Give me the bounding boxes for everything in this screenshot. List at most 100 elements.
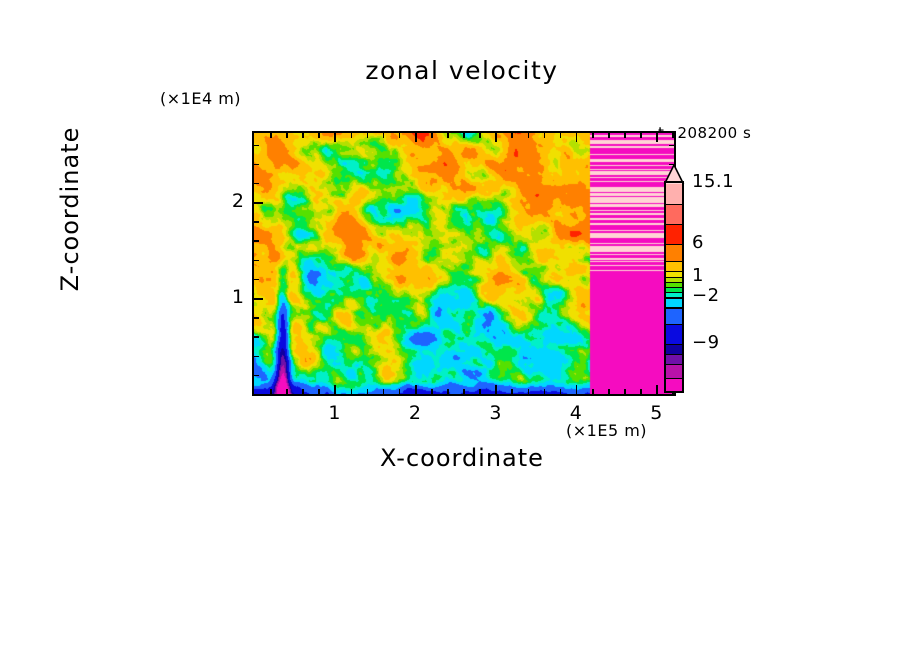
tick-mark [254, 240, 259, 243]
tick-mark [254, 182, 259, 185]
colorbar-divider [666, 223, 682, 225]
y-axis-unit-label: (×1E4 m) [160, 89, 242, 108]
tick-mark [382, 133, 385, 138]
tick-mark [398, 389, 401, 394]
colorbar-segment [666, 307, 682, 325]
colorbar-segment [666, 324, 682, 345]
colorbar-divider [666, 286, 682, 288]
colorbar-segment [666, 354, 682, 365]
colorbar-divider [666, 364, 682, 366]
colorbar-divider [666, 307, 682, 309]
tick-mark [447, 389, 449, 394]
tick-mark [350, 389, 353, 394]
colorbar-divider [666, 344, 682, 346]
colorbar-divider [666, 243, 682, 246]
colorbar-segment [666, 344, 682, 355]
tick-mark [286, 389, 288, 394]
x-tick-label: 3 [489, 402, 502, 424]
colorbar-segment [666, 243, 682, 261]
x-axis-title: X-coordinate [380, 444, 544, 472]
colorbar-divider [666, 377, 682, 379]
tick-mark [495, 133, 497, 142]
colorbar-tick-label: −2 [692, 285, 720, 307]
tick-mark [447, 133, 449, 138]
colorbar-tick-label: 15.1 [692, 171, 735, 192]
y-tick-label: 1 [231, 286, 244, 309]
tick-mark [608, 389, 610, 394]
tick-mark [527, 389, 530, 394]
tick-mark [302, 389, 304, 394]
colorbar-segment [666, 364, 682, 378]
tick-mark [254, 317, 259, 319]
tick-mark [479, 133, 481, 138]
tick-mark [624, 133, 626, 138]
tick-mark [591, 389, 594, 394]
colorbar [664, 181, 684, 393]
tick-mark [624, 389, 626, 394]
x-axis-unit-label: (×1E5 m) [566, 421, 648, 440]
colorbar-divider [666, 281, 682, 284]
tick-mark [270, 389, 272, 394]
tick-mark [431, 133, 433, 138]
tick-mark [559, 133, 562, 138]
colorbar-divider [666, 354, 682, 356]
colorbar-tick-label: 1 [692, 265, 704, 287]
tick-mark [414, 133, 417, 142]
tick-mark [254, 163, 259, 166]
tick-mark [254, 144, 259, 147]
tick-mark [527, 133, 530, 138]
colorbar-segment [666, 183, 682, 184]
tick-mark [479, 389, 481, 394]
tick-mark [254, 202, 263, 204]
time-annotation: t=208200 s [658, 124, 752, 142]
colorbar-tick-label: 6 [692, 231, 704, 253]
colorbar-divider [666, 203, 682, 205]
x-tick-label: 2 [408, 402, 421, 424]
tick-mark [382, 389, 385, 394]
colorbar-segment [666, 292, 682, 298]
tick-mark [254, 278, 259, 281]
tick-mark [495, 385, 497, 394]
tick-mark [366, 133, 369, 138]
tick-mark [302, 133, 304, 138]
tick-mark [254, 355, 259, 358]
colorbar-divider [666, 260, 682, 262]
tick-mark [350, 133, 353, 138]
tick-mark [656, 385, 658, 394]
colorbar-divider [666, 292, 682, 294]
colorbar-divider [666, 297, 682, 299]
x-tick-label: 5 [650, 402, 663, 424]
colorbar-segment [666, 270, 682, 278]
colorbar-segment [666, 203, 682, 224]
tick-mark [672, 133, 674, 138]
x-tick-label: 1 [328, 402, 341, 424]
tick-mark [254, 336, 259, 339]
tick-mark [463, 133, 465, 138]
tick-mark [511, 389, 514, 394]
tick-mark [543, 389, 546, 394]
plot-area [252, 131, 676, 396]
tick-mark [318, 133, 320, 138]
colorbar-divider [666, 324, 682, 326]
colorbar-divider [666, 270, 682, 272]
tick-mark [286, 133, 288, 138]
colorbar-segment [666, 281, 682, 287]
tick-mark [270, 133, 272, 138]
x-tick-label: 4 [569, 402, 582, 424]
tick-mark [608, 133, 610, 138]
tick-mark [640, 133, 642, 138]
tick-mark [656, 133, 658, 142]
colorbar-tick-label: −9 [692, 332, 720, 354]
y-axis-title: Z-coordinate [56, 126, 84, 292]
colorbar-segment [666, 377, 682, 391]
tick-mark [254, 259, 259, 262]
tick-mark [559, 389, 562, 394]
tick-mark [334, 133, 337, 142]
tick-mark [334, 385, 337, 394]
tick-mark [318, 389, 320, 394]
tick-mark [511, 133, 514, 138]
tick-mark [414, 385, 417, 394]
tick-mark [398, 133, 401, 138]
tick-mark [575, 133, 578, 142]
